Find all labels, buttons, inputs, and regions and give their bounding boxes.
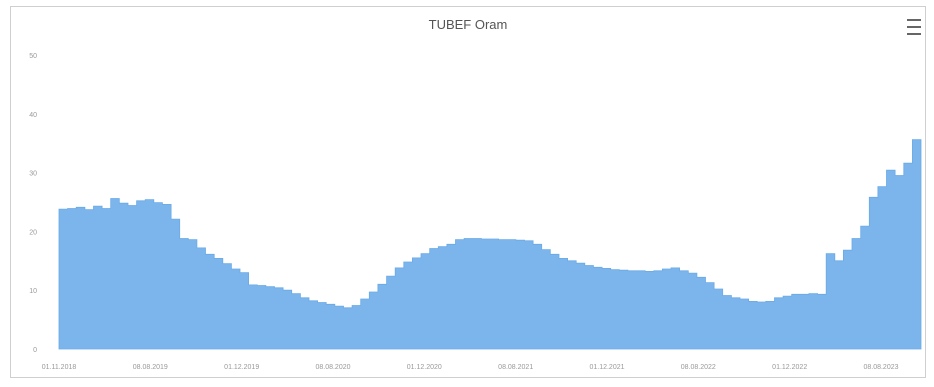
chart-plot: 0 10 20 30 40 50 01.11.2018 08.08.2019 01.12.20… — [29, 53, 922, 371]
y-tick-label: 50 — [29, 53, 37, 60]
x-tick-label: 01.12.2020 — [407, 364, 442, 371]
y-tick-label: 10 — [29, 288, 37, 295]
x-tick-label: 08.08.2022 — [681, 364, 716, 371]
hamburger-menu-icon[interactable] — [907, 19, 921, 35]
x-tick-label: 08.08.2020 — [315, 364, 350, 371]
chart-title: TUBEF Oram — [428, 17, 508, 32]
y-tick-label: 30 — [29, 171, 37, 178]
y-tick-label: 0 — [33, 347, 37, 354]
x-tick-label: 01.12.2021 — [589, 364, 624, 371]
x-tick-label: 08.08.2021 — [498, 364, 533, 371]
chart-container: TUBEF Oram 0 10 20 30 40 50 01.11.2018 08.08.2… — [10, 6, 926, 378]
x-tick-label: 08.08.2019 — [133, 364, 168, 371]
x-tick-label: 01.11.2018 — [42, 364, 77, 371]
x-tick-label: 08.08.2023 — [863, 364, 898, 371]
series-area — [58, 139, 922, 350]
x-tick-label: 01.12.2022 — [772, 364, 807, 371]
y-tick-label: 40 — [29, 112, 37, 119]
y-tick-label: 20 — [29, 229, 37, 236]
x-tick-label: 01.12.2019 — [224, 364, 259, 371]
